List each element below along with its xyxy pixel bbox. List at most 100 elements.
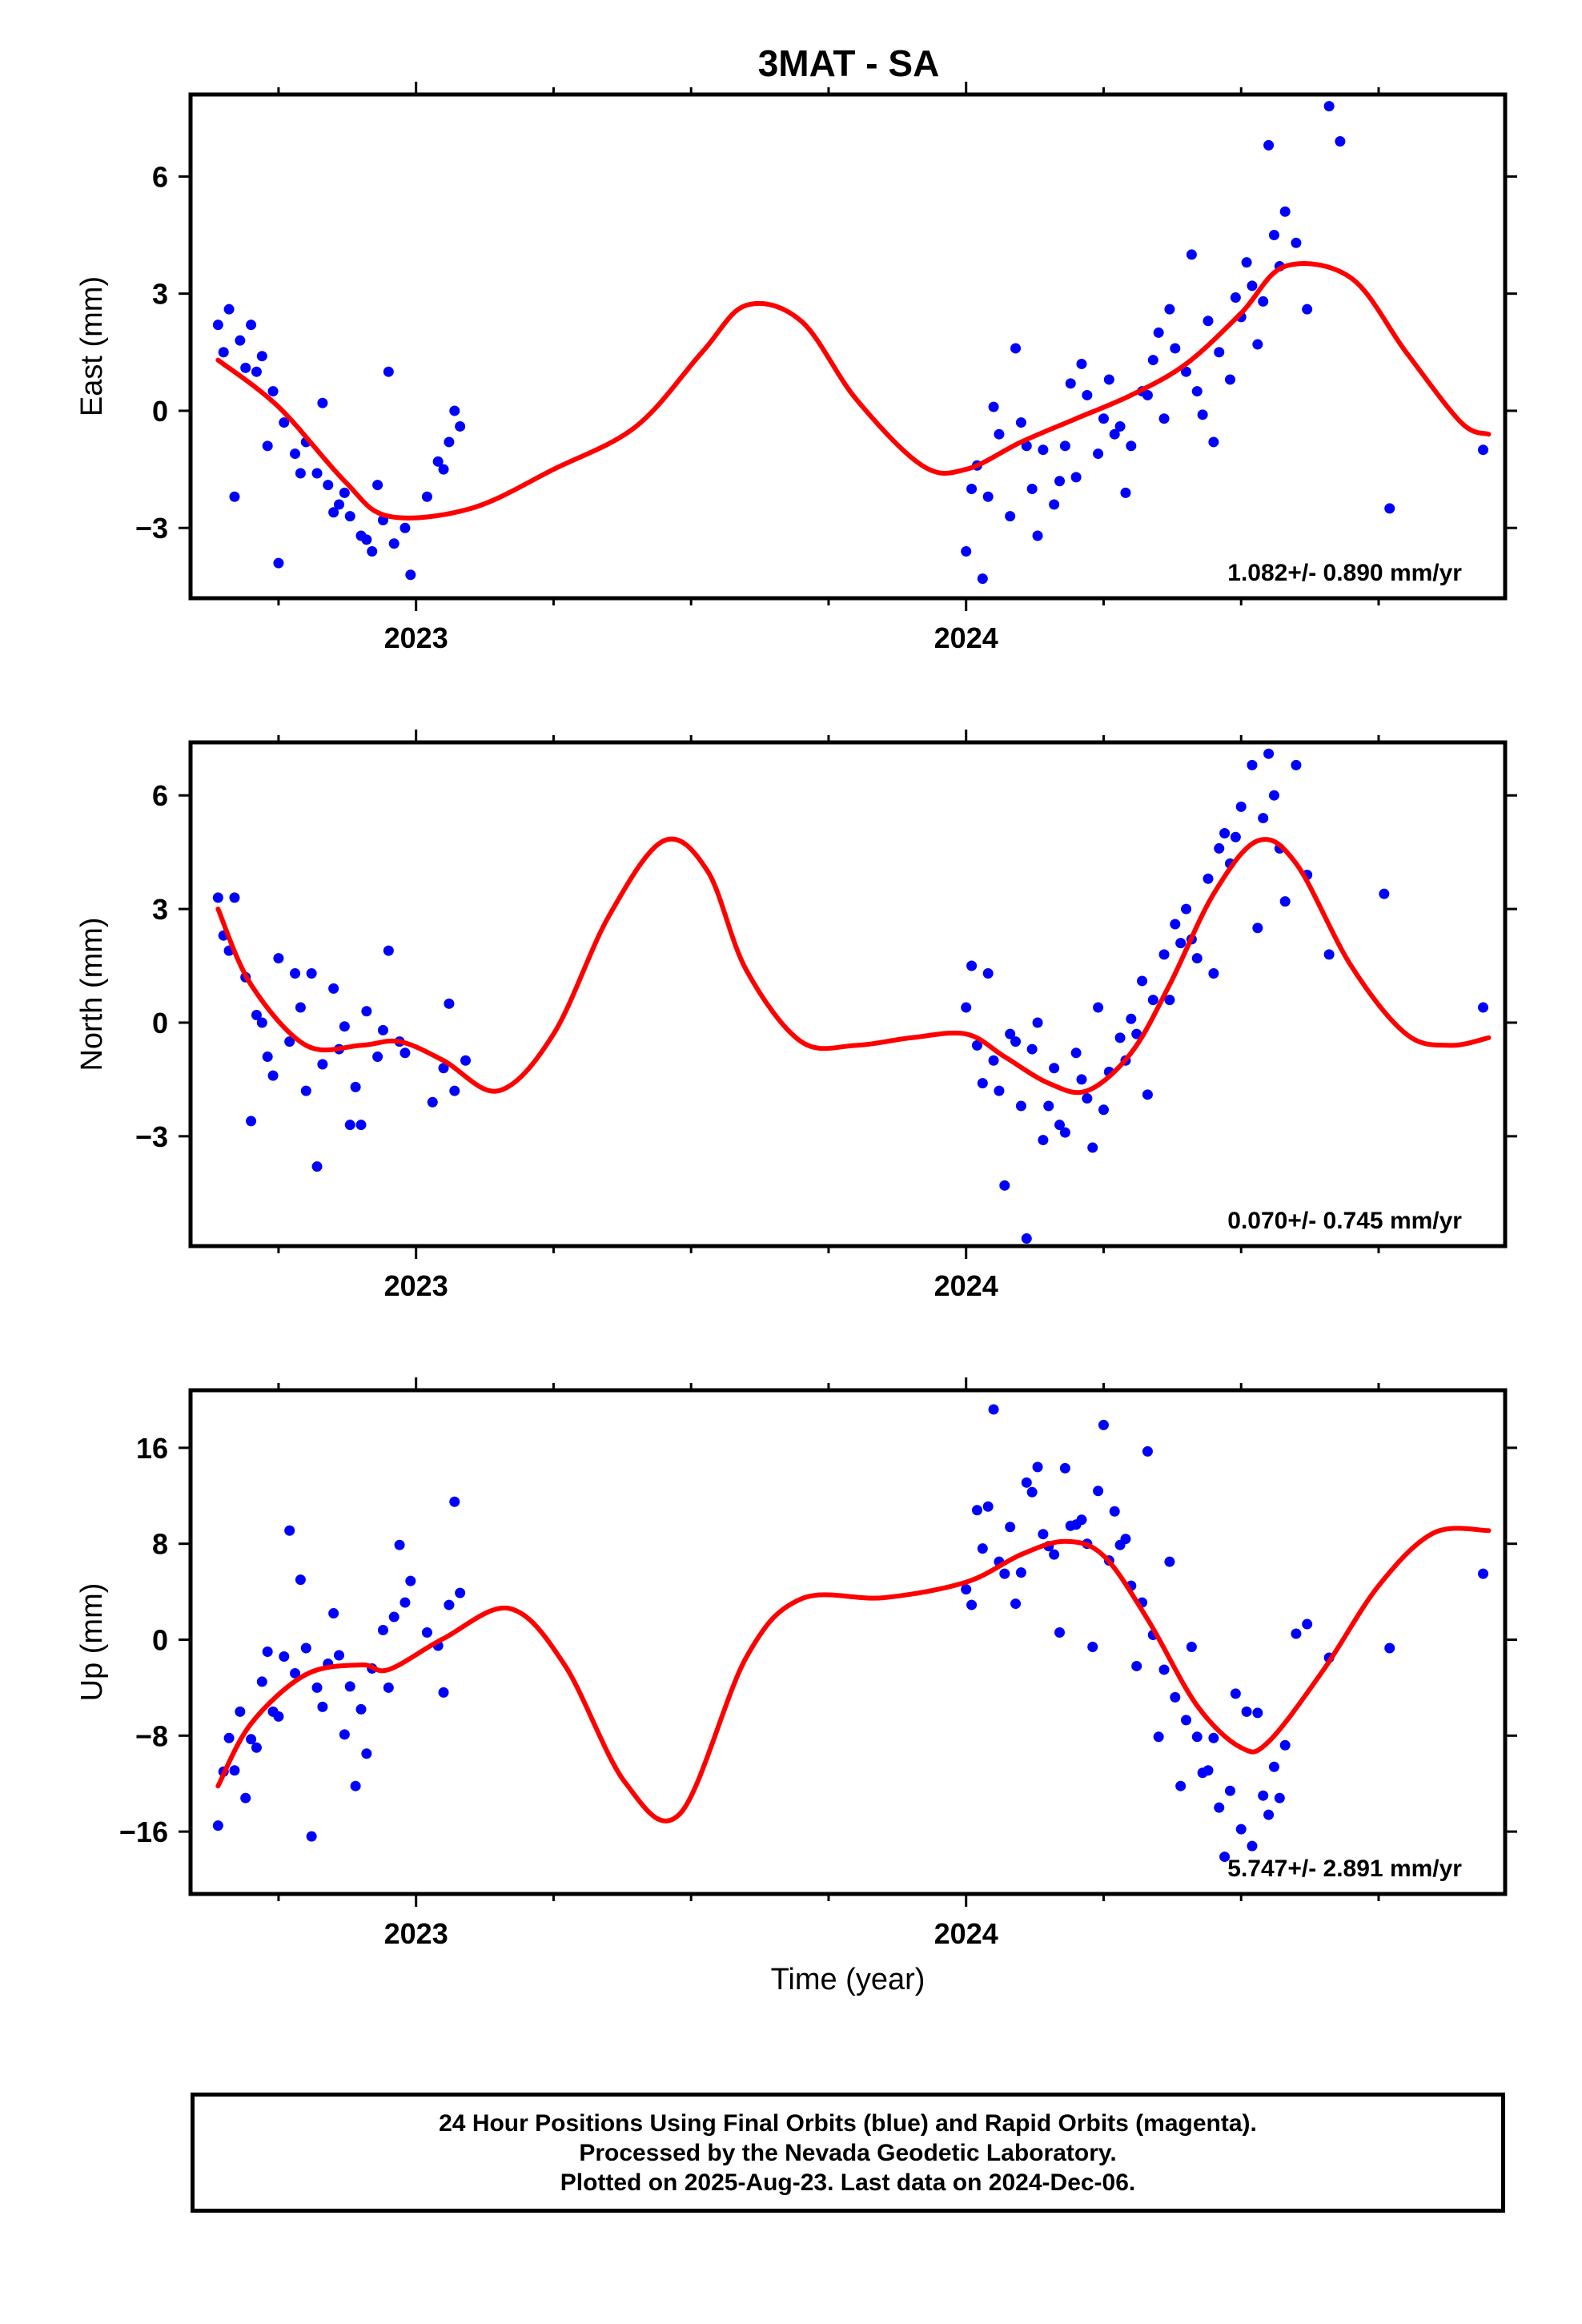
data-point	[350, 1780, 361, 1791]
y-tick-label: −3	[135, 1120, 168, 1153]
data-point	[1142, 1445, 1153, 1457]
data-point	[1230, 831, 1241, 842]
data-point	[355, 1703, 367, 1715]
data-point	[1026, 1486, 1038, 1498]
data-point	[982, 1501, 994, 1512]
data-point	[1252, 923, 1263, 934]
data-point	[455, 420, 466, 432]
data-point	[388, 1611, 400, 1622]
data-point	[339, 1021, 350, 1032]
data-point	[1181, 903, 1192, 915]
x-tick-label: 2023	[384, 621, 448, 654]
x-tick-label: 2023	[384, 1917, 448, 1950]
data-point	[256, 351, 267, 362]
data-point	[212, 892, 223, 903]
data-point	[1082, 389, 1093, 400]
data-point	[295, 1002, 306, 1013]
data-point	[317, 397, 328, 408]
data-point	[1164, 995, 1175, 1006]
data-point	[223, 304, 235, 315]
data-point	[284, 1036, 295, 1047]
data-point	[449, 405, 460, 416]
data-point	[311, 468, 323, 479]
data-point	[966, 1599, 978, 1610]
y-tick-label: 3	[152, 893, 168, 926]
data-point	[350, 1081, 361, 1092]
data-point	[1021, 1477, 1032, 1488]
data-point	[982, 491, 994, 502]
data-point	[344, 1120, 355, 1131]
data-point	[1186, 1641, 1197, 1652]
data-point	[1054, 476, 1066, 487]
data-point	[444, 436, 455, 448]
y-tick-label: 0	[152, 395, 168, 428]
data-point	[1164, 1556, 1175, 1567]
data-point	[405, 1575, 416, 1586]
data-point	[377, 1625, 388, 1636]
data-point	[1263, 139, 1275, 151]
data-point	[1126, 1013, 1137, 1024]
data-point	[1076, 1514, 1087, 1526]
data-point	[1137, 975, 1148, 987]
data-point	[251, 1742, 262, 1753]
data-point	[262, 440, 273, 452]
x-tick-label: 2024	[934, 1269, 998, 1302]
y-tick-label: 0	[152, 1624, 168, 1657]
data-point	[1076, 1074, 1087, 1085]
data-point	[1214, 347, 1225, 358]
data-point	[1098, 413, 1109, 424]
data-point	[251, 366, 262, 377]
data-point	[290, 448, 301, 460]
data-point	[1109, 428, 1120, 440]
data-point	[1059, 440, 1070, 452]
data-point	[1021, 1233, 1032, 1244]
y-axis-title: Up (mm)	[75, 1583, 109, 1702]
data-point	[1302, 304, 1313, 315]
data-point	[1181, 1715, 1192, 1726]
data-point	[1049, 1549, 1060, 1560]
data-point	[1279, 1739, 1291, 1751]
data-point	[1230, 292, 1241, 304]
data-point	[1142, 389, 1153, 400]
data-point	[323, 480, 334, 491]
data-point	[1059, 1127, 1070, 1138]
data-point	[246, 320, 257, 331]
data-point	[290, 967, 301, 979]
data-point	[400, 1597, 411, 1608]
data-point	[1252, 1707, 1263, 1719]
data-point	[1032, 530, 1043, 541]
rate-label: 0.070+/- 0.745 mm/yr	[1227, 1208, 1462, 1234]
data-point	[1158, 1664, 1170, 1675]
data-point	[988, 1055, 999, 1066]
data-point	[1335, 136, 1346, 147]
data-point	[306, 967, 317, 979]
data-point	[1126, 440, 1137, 452]
data-point	[328, 983, 339, 994]
data-point	[279, 1651, 290, 1662]
data-point	[1026, 1043, 1038, 1055]
data-point	[1214, 1802, 1225, 1813]
rate-label: 1.082+/- 0.890 mm/yr	[1227, 560, 1462, 586]
data-point	[311, 1161, 323, 1172]
data-point	[306, 1831, 317, 1842]
data-point	[1323, 101, 1335, 112]
panel-2: 2023 2024 −3 0 3 6 North (mm) 0.070+/- 0.745 mm…	[75, 730, 1517, 1302]
data-point	[971, 1505, 982, 1516]
data-point	[1235, 1823, 1247, 1835]
data-point	[1070, 1047, 1082, 1059]
data-point	[1478, 1002, 1489, 1013]
data-point	[229, 491, 240, 502]
data-point	[367, 545, 378, 557]
plot-area	[212, 748, 1492, 1244]
y-tick-label: −8	[135, 1719, 168, 1752]
data-point	[295, 468, 306, 479]
data-point	[240, 1792, 251, 1803]
data-point	[1114, 420, 1126, 432]
data-point	[372, 480, 383, 491]
data-point	[438, 464, 449, 475]
data-point	[1038, 1135, 1049, 1146]
data-point	[262, 1646, 273, 1657]
data-point	[1153, 1731, 1164, 1743]
data-point	[1241, 257, 1252, 268]
data-point	[1258, 1790, 1269, 1801]
